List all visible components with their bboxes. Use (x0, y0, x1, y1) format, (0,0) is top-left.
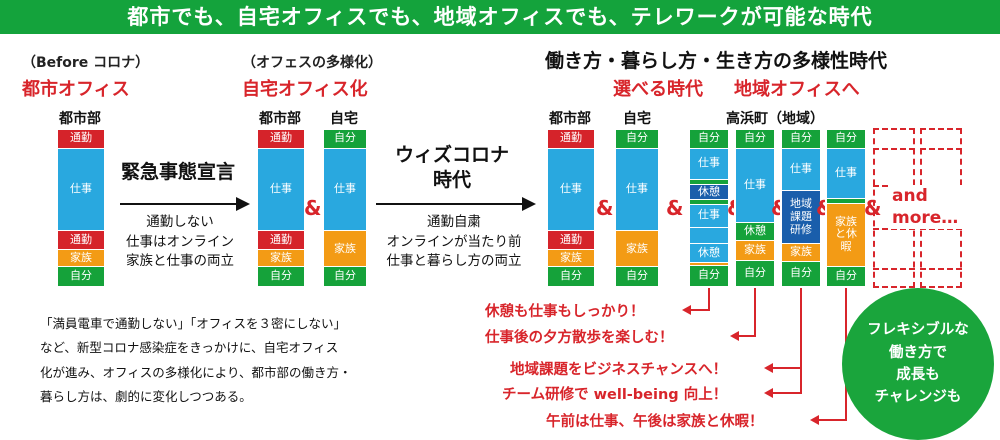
circle-line: チャレンジも (875, 386, 962, 408)
callout-1: 休憩も仕事もしっかり！ (485, 300, 645, 321)
connector-arrow (764, 363, 773, 373)
connector-3 (772, 288, 801, 368)
callout-2: 仕事後の夕方散歩を楽しむ！ (485, 326, 674, 347)
connector-1 (690, 288, 709, 310)
circle-line: フレキシブルな (867, 319, 969, 341)
connector-4 (772, 368, 801, 393)
flexible-work-circle: フレキシブルな 働き方で 成長も チャレンジも (842, 288, 994, 440)
connector-2 (738, 288, 755, 336)
connector-arrow (764, 388, 773, 398)
circle-line: 働き方で (889, 342, 947, 364)
callout-5: 午前は仕事、午後は家族と休暇！ (546, 410, 764, 431)
callout-4: チーム研修で well-being 向上！ (502, 383, 727, 404)
connector-arrow (730, 331, 739, 341)
circle-line: 成長も (896, 364, 940, 386)
callout-3: 地域課題をビジネスチャンスへ！ (510, 358, 727, 379)
connector-arrow (682, 305, 691, 315)
connector-arrow (810, 415, 819, 425)
